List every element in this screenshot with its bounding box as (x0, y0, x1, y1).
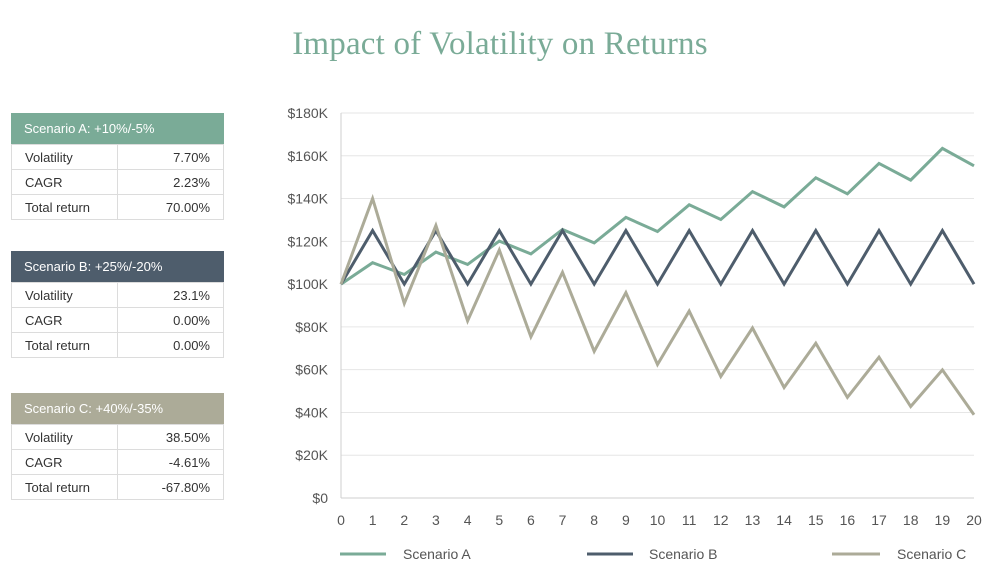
legend: Scenario A Scenario B Scenario C (340, 546, 966, 562)
stat-value: 7.70% (117, 144, 224, 170)
tick-labels: $0 $20K $40K $60K $80K $100K $120K $140K $160K $1… (288, 105, 982, 528)
x-tick-label: 7 (559, 512, 567, 528)
stat-label: Total return (11, 474, 118, 500)
table-row: CAGR 2.23% (11, 169, 224, 195)
table-row: CAGR -4.61% (11, 449, 224, 475)
scenario-b-stats: Scenario B: +25%/-20% Volatility 23.1% C… (11, 251, 224, 358)
legend-item: Scenario A (340, 546, 471, 562)
y-tick-label: $100K (288, 276, 329, 292)
y-tick-label: $60K (295, 362, 328, 378)
stat-label: Total return (11, 194, 118, 220)
table-row: Total return 70.00% (11, 194, 224, 220)
scenario-b-table: Volatility 23.1% CAGR 0.00% Total return… (11, 282, 224, 358)
scenario-a-stats: Scenario A: +10%/-5% Volatility 7.70% CA… (11, 113, 224, 220)
x-tick-label: 11 (682, 512, 697, 528)
legend-label: Scenario B (649, 546, 717, 562)
table-row: Volatility 7.70% (11, 144, 224, 170)
scenario-c-table: Volatility 38.50% CAGR -4.61% Total retu… (11, 424, 224, 500)
stat-value: -4.61% (117, 449, 224, 475)
x-tick-label: 9 (622, 512, 630, 528)
stat-value: 70.00% (117, 194, 224, 220)
axes (340, 113, 974, 499)
table-row: Volatility 38.50% (11, 424, 224, 450)
x-tick-label: 13 (745, 512, 761, 528)
stat-value: 0.00% (117, 307, 224, 333)
x-tick-label: 20 (966, 512, 982, 528)
stat-value: 23.1% (117, 282, 224, 308)
stat-label: CAGR (11, 449, 118, 475)
series-line-scenario-b (339, 227, 976, 288)
y-tick-label: $0 (312, 490, 328, 506)
scenario-a-header: Scenario A: +10%/-5% (11, 113, 224, 144)
legend-label: Scenario A (403, 546, 471, 562)
x-tick-label: 4 (464, 512, 472, 528)
x-tick-label: 12 (713, 512, 729, 528)
x-tick-label: 6 (527, 512, 535, 528)
x-tick-label: 15 (808, 512, 824, 528)
x-tick-label: 5 (495, 512, 503, 528)
y-tick-label: $80K (295, 319, 328, 335)
y-tick-label: $20K (295, 447, 328, 463)
stat-value: 38.50% (117, 424, 224, 450)
x-tick-label: 19 (935, 512, 951, 528)
stat-value: -67.80% (117, 474, 224, 500)
table-row: Total return -67.80% (11, 474, 224, 500)
x-tick-label: 14 (776, 512, 792, 528)
x-tick-label: 0 (337, 512, 345, 528)
legend-label: Scenario C (897, 546, 966, 562)
x-tick-label: 18 (903, 512, 919, 528)
y-tick-label: $140K (288, 191, 329, 207)
x-tick-label: 2 (400, 512, 408, 528)
stat-label: CAGR (11, 169, 118, 195)
scenario-c-header: Scenario C: +40%/-35% (11, 393, 224, 424)
y-tick-label: $40K (295, 404, 328, 420)
x-tick-label: 1 (369, 512, 377, 528)
x-tick-label: 8 (590, 512, 598, 528)
series-lines (339, 146, 976, 416)
scenario-c-stats: Scenario C: +40%/-35% Volatility 38.50% … (11, 393, 224, 500)
series-line-scenario-c (339, 193, 976, 416)
stat-label: Volatility (11, 282, 118, 308)
stat-label: Total return (11, 332, 118, 358)
table-row: Total return 0.00% (11, 332, 224, 358)
stat-value: 0.00% (117, 332, 224, 358)
series-line-scenario-a (340, 146, 975, 286)
scenario-b-header: Scenario B: +25%/-20% (11, 251, 224, 282)
legend-item: Scenario C (832, 546, 966, 562)
y-tick-label: $180K (288, 105, 329, 121)
x-tick-label: 16 (840, 512, 856, 528)
x-tick-label: 17 (871, 512, 887, 528)
stat-label: Volatility (11, 144, 118, 170)
y-tick-label: $160K (288, 148, 329, 164)
table-row: Volatility 23.1% (11, 282, 224, 308)
scenario-a-table: Volatility 7.70% CAGR 2.23% Total return… (11, 144, 224, 220)
x-tick-label: 10 (650, 512, 666, 528)
chart-title: Impact of Volatility on Returns (292, 26, 708, 62)
x-tick-label: 3 (432, 512, 440, 528)
legend-item: Scenario B (587, 546, 717, 562)
y-tick-label: $120K (288, 233, 329, 249)
